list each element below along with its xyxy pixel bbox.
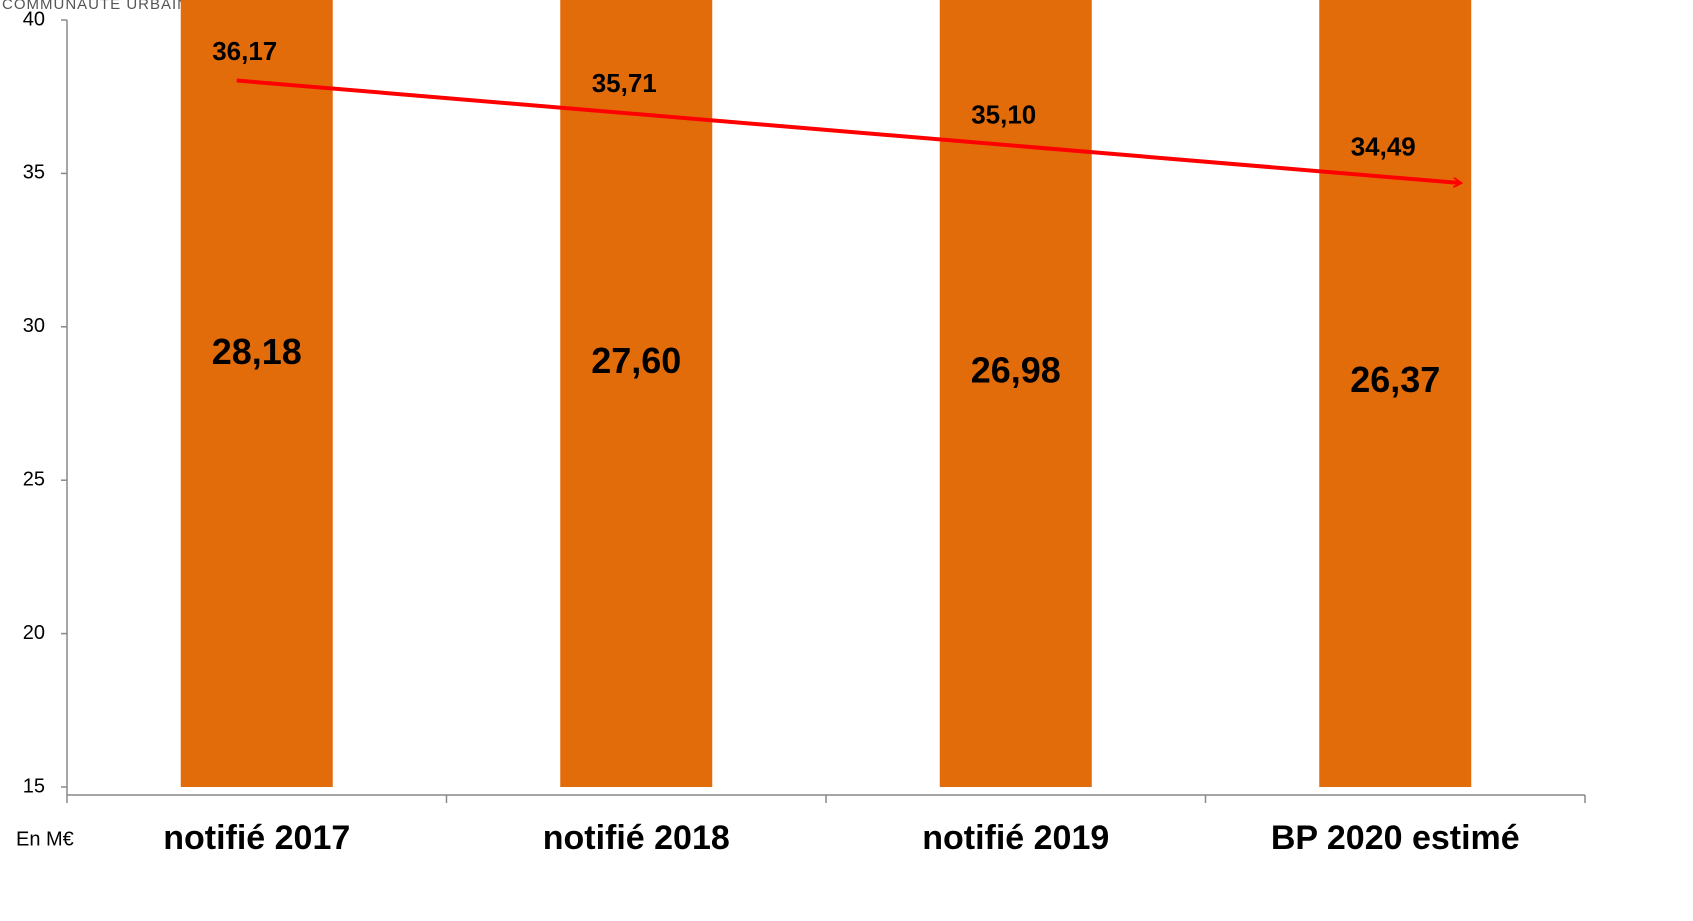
segment-label: 27,60: [591, 340, 681, 381]
y-tick-label: 30: [23, 315, 45, 337]
bar-segment: [180, 0, 333, 787]
x-tick-label: BP 2020 estimé: [1271, 819, 1520, 857]
y-tick-label: 20: [23, 622, 45, 644]
segment-label: 26,37: [1350, 359, 1440, 400]
segment-label: 26,98: [971, 350, 1061, 391]
unit-label: En M€: [16, 828, 74, 850]
y-tick-label: 40: [23, 8, 45, 30]
x-tick-label: notifié 2017: [163, 819, 350, 857]
y-tick-label: 35: [23, 162, 45, 184]
total-label: 35,71: [592, 68, 657, 98]
total-label: 35,10: [971, 100, 1036, 130]
y-tick-label: 25: [23, 468, 45, 490]
total-label: 34,49: [1351, 131, 1416, 161]
y-tick-label: 15: [23, 775, 45, 797]
segment-label: 28,18: [212, 331, 302, 372]
bar-segment: [939, 0, 1092, 787]
total-label: 36,17: [212, 36, 277, 66]
bar-segment: [560, 0, 713, 788]
x-tick-label: notifié 2019: [922, 819, 1109, 857]
bar-segment: [1319, 0, 1472, 788]
x-tick-label: notifié 2018: [543, 819, 730, 857]
header: COMMUNAUTE URBAINE: [2, 0, 200, 13]
trend-arrow: [236, 78, 1461, 184]
